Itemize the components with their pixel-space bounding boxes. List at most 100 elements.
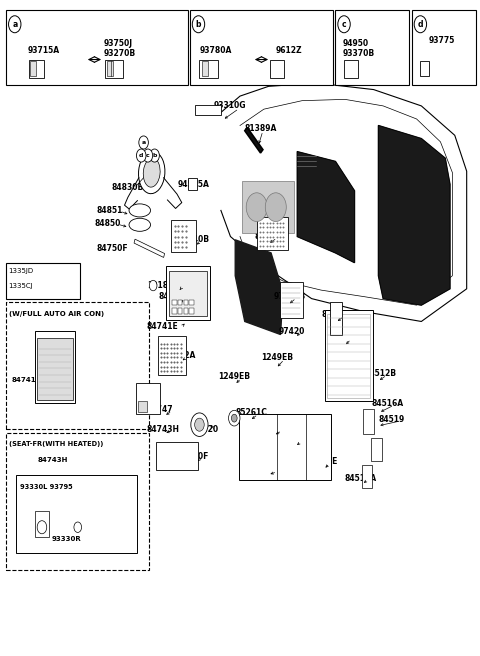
Polygon shape xyxy=(245,127,263,153)
FancyBboxPatch shape xyxy=(371,438,382,461)
Text: 84516A: 84516A xyxy=(371,399,403,407)
FancyBboxPatch shape xyxy=(184,300,188,305)
FancyBboxPatch shape xyxy=(178,308,182,314)
Text: (W/FULL AUTO AIR CON): (W/FULL AUTO AIR CON) xyxy=(9,311,104,317)
Circle shape xyxy=(192,16,204,33)
FancyBboxPatch shape xyxy=(6,432,149,569)
Circle shape xyxy=(149,280,157,291)
Text: 93715A: 93715A xyxy=(28,46,60,55)
FancyBboxPatch shape xyxy=(6,10,188,85)
FancyBboxPatch shape xyxy=(172,300,177,305)
FancyBboxPatch shape xyxy=(6,302,149,429)
Text: 84512G: 84512G xyxy=(328,333,361,342)
Text: 84741A: 84741A xyxy=(12,377,42,383)
FancyBboxPatch shape xyxy=(412,10,476,85)
Text: 25320: 25320 xyxy=(192,424,218,434)
Ellipse shape xyxy=(144,158,160,187)
Text: 84540B: 84540B xyxy=(178,236,210,244)
FancyBboxPatch shape xyxy=(138,401,147,412)
Circle shape xyxy=(136,149,146,162)
FancyBboxPatch shape xyxy=(184,308,188,314)
Text: 84747: 84747 xyxy=(147,405,174,414)
FancyBboxPatch shape xyxy=(172,308,177,314)
FancyBboxPatch shape xyxy=(239,414,331,480)
FancyBboxPatch shape xyxy=(30,62,36,76)
Polygon shape xyxy=(378,125,450,305)
Text: (SEAT-FR(WITH HEATED)): (SEAT-FR(WITH HEATED)) xyxy=(9,441,103,447)
Text: 84851: 84851 xyxy=(97,206,123,215)
FancyBboxPatch shape xyxy=(169,270,206,316)
Text: 84779A: 84779A xyxy=(321,310,354,319)
Text: 94950: 94950 xyxy=(343,39,369,49)
Text: 97420: 97420 xyxy=(278,327,304,336)
Ellipse shape xyxy=(129,204,151,217)
Text: 93330L 93795: 93330L 93795 xyxy=(20,483,72,490)
Circle shape xyxy=(265,193,286,222)
Text: 93775: 93775 xyxy=(429,36,455,45)
Text: 1335JD: 1335JD xyxy=(9,268,34,274)
Text: 97410B: 97410B xyxy=(274,292,306,301)
Text: b: b xyxy=(152,153,157,158)
Text: 93780A: 93780A xyxy=(199,46,232,55)
Text: 84515E: 84515E xyxy=(307,457,338,466)
Text: 84513C: 84513C xyxy=(278,436,310,445)
Text: a: a xyxy=(142,140,145,145)
Text: c: c xyxy=(342,20,347,29)
FancyBboxPatch shape xyxy=(136,383,160,414)
FancyBboxPatch shape xyxy=(158,336,186,375)
Circle shape xyxy=(139,136,148,149)
FancyBboxPatch shape xyxy=(336,10,409,85)
Polygon shape xyxy=(297,152,355,262)
FancyBboxPatch shape xyxy=(35,331,75,403)
FancyBboxPatch shape xyxy=(325,310,372,401)
Text: 81389A: 81389A xyxy=(245,124,277,133)
FancyBboxPatch shape xyxy=(363,409,373,434)
Text: 84550F: 84550F xyxy=(178,452,209,461)
FancyBboxPatch shape xyxy=(178,300,182,305)
Circle shape xyxy=(246,193,267,222)
FancyBboxPatch shape xyxy=(105,60,123,78)
Ellipse shape xyxy=(139,152,165,194)
FancyBboxPatch shape xyxy=(6,262,80,298)
Text: 1249EB: 1249EB xyxy=(218,373,251,382)
FancyBboxPatch shape xyxy=(362,465,372,488)
FancyBboxPatch shape xyxy=(37,338,73,400)
FancyBboxPatch shape xyxy=(35,511,49,537)
Text: 84770M: 84770M xyxy=(254,232,288,241)
FancyBboxPatch shape xyxy=(29,60,44,78)
FancyBboxPatch shape xyxy=(156,442,199,470)
Text: d: d xyxy=(139,153,144,158)
Text: 93370B: 93370B xyxy=(343,49,375,58)
Text: 93310G: 93310G xyxy=(214,102,246,110)
Circle shape xyxy=(74,522,82,533)
FancyBboxPatch shape xyxy=(199,60,217,78)
Text: 84741E: 84741E xyxy=(147,321,179,331)
FancyBboxPatch shape xyxy=(242,181,294,234)
Text: 84512B: 84512B xyxy=(364,369,396,379)
Circle shape xyxy=(191,413,208,436)
Text: 93750J: 93750J xyxy=(104,39,133,49)
Text: b: b xyxy=(196,20,201,29)
Text: 84750F: 84750F xyxy=(97,244,129,253)
Circle shape xyxy=(228,410,240,426)
Text: 94525A: 94525A xyxy=(178,180,210,189)
Text: a: a xyxy=(12,20,17,29)
Polygon shape xyxy=(134,239,165,257)
FancyBboxPatch shape xyxy=(190,308,194,314)
Text: 93270B: 93270B xyxy=(104,49,136,58)
Text: 1249EB: 1249EB xyxy=(262,353,293,362)
FancyBboxPatch shape xyxy=(202,62,207,76)
Polygon shape xyxy=(235,240,283,335)
Circle shape xyxy=(150,149,159,162)
FancyBboxPatch shape xyxy=(16,475,137,554)
Text: 84741A: 84741A xyxy=(159,292,191,301)
FancyBboxPatch shape xyxy=(171,220,196,251)
Circle shape xyxy=(231,414,237,422)
Text: 84742A: 84742A xyxy=(164,351,196,360)
Text: 84743H: 84743H xyxy=(37,457,68,463)
Text: 84513A: 84513A xyxy=(345,474,377,483)
Text: 85261C: 85261C xyxy=(235,409,267,417)
FancyBboxPatch shape xyxy=(166,266,210,319)
Text: c: c xyxy=(146,153,150,158)
Text: 1018AD: 1018AD xyxy=(147,281,180,290)
